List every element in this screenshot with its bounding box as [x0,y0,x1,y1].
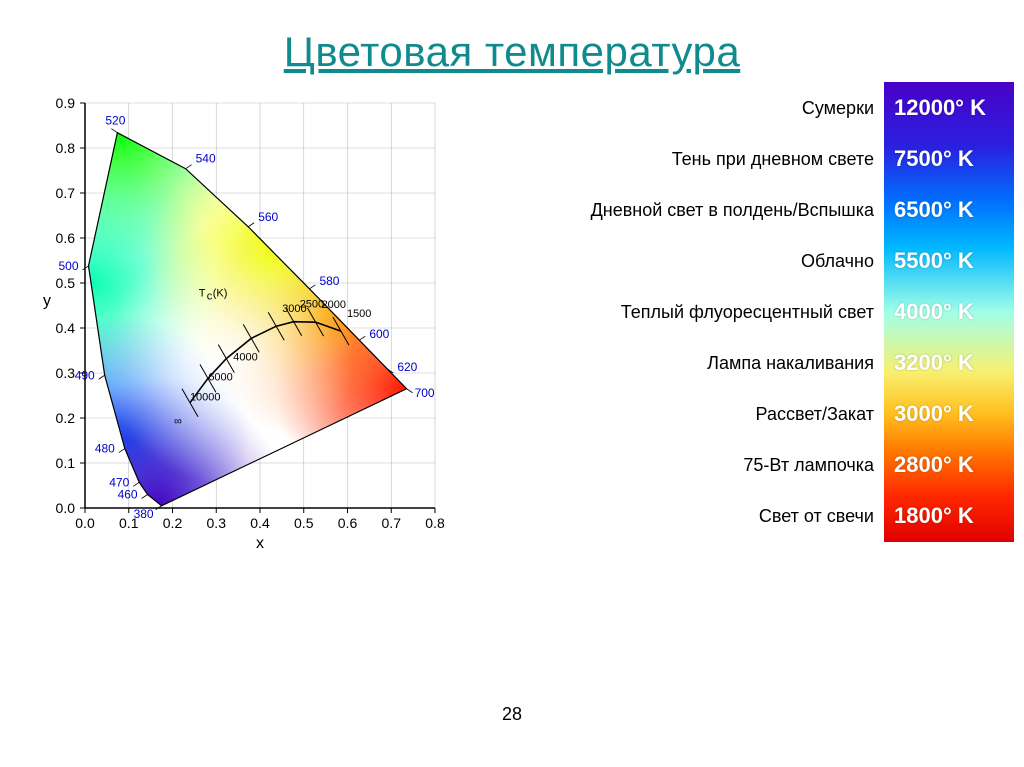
cie-chromaticity-diagram: 3804604704804905005205405605806006207001… [30,88,460,558]
kelvin-value: 3200° K [884,343,1014,383]
svg-text:0.1: 0.1 [119,515,139,531]
temp-label-row: Сумерки [591,88,874,128]
svg-text:0.8: 0.8 [425,515,445,531]
svg-text:0.0: 0.0 [75,515,95,531]
content-row: 3804604704804905005205405605806006207001… [0,88,1024,558]
svg-text:620: 620 [397,360,417,374]
svg-text:0.1: 0.1 [56,455,76,471]
page-number: 28 [0,704,1024,725]
svg-text:2000: 2000 [322,299,346,311]
svg-text:0.6: 0.6 [338,515,358,531]
svg-text:6000: 6000 [208,372,232,384]
svg-text:560: 560 [258,210,278,224]
svg-text:470: 470 [109,475,129,489]
svg-text:520: 520 [105,114,125,128]
svg-text:0.0: 0.0 [56,500,76,516]
kelvin-value: 12000° K [884,88,1014,128]
page-title: Цветовая температура [0,0,1024,88]
svg-text:0.9: 0.9 [56,95,76,111]
temp-label-row: Облачно [591,241,874,281]
svg-text:0.2: 0.2 [163,515,183,531]
svg-text:0.7: 0.7 [382,515,402,531]
svg-text:0.4: 0.4 [56,320,76,336]
kelvin-value: 4000° K [884,292,1014,332]
svg-text:480: 480 [95,442,115,456]
svg-text:580: 580 [319,274,339,288]
temperature-labels-column: Сумерки Тень при дневном свете Дневной све… [591,82,884,542]
svg-text:y: y [43,293,51,310]
kelvin-values-overlay: 12000° K 7500° K 6500° K 5500° K 4000° K 3200… [884,82,1014,542]
kelvin-value: 7500° K [884,139,1014,179]
svg-text:0.2: 0.2 [56,410,76,426]
svg-text:0.5: 0.5 [56,275,76,291]
color-temperature-scale: Сумерки Тень при дневном свете Дневной све… [591,82,1014,558]
svg-text:(K): (K) [213,288,228,300]
svg-text:10000: 10000 [190,391,221,403]
svg-text:0.4: 0.4 [250,515,270,531]
temp-label-row: Дневной свет в полдень/Вспышка [591,190,874,230]
svg-text:∞: ∞ [174,416,182,428]
svg-text:T: T [199,288,206,300]
svg-text:0.3: 0.3 [56,365,76,381]
kelvin-value: 6500° K [884,190,1014,230]
svg-text:460: 460 [118,488,138,502]
svg-text:1500: 1500 [347,308,371,320]
svg-text:700: 700 [415,386,435,400]
svg-text:600: 600 [369,327,389,341]
svg-text:x: x [256,535,264,552]
svg-text:0.6: 0.6 [56,230,76,246]
svg-text:540: 540 [196,152,216,166]
kelvin-value: 3000° K [884,394,1014,434]
svg-text:0.3: 0.3 [207,515,227,531]
temp-label-row: Теплый флуоресцентный свет [591,292,874,332]
temperature-kelvin-bar: 12000° K 7500° K 6500° K 5500° K 4000° K 3200… [884,82,1014,542]
temp-label-row: Лампа накаливания [591,343,874,383]
kelvin-value: 2800° K [884,445,1014,485]
svg-text:0.7: 0.7 [56,185,76,201]
temp-label-row: 75-Вт лампочка [591,445,874,485]
temp-label-row: Тень при дневном свете [591,139,874,179]
kelvin-value: 5500° K [884,241,1014,281]
svg-text:4000: 4000 [233,351,257,363]
temp-label-row: Рассвет/Закат [591,394,874,434]
temp-label-row: Свет от свечи [591,496,874,536]
svg-text:3000: 3000 [282,303,306,315]
svg-text:0.8: 0.8 [56,140,76,156]
svg-text:500: 500 [59,259,79,273]
svg-text:0.5: 0.5 [294,515,314,531]
kelvin-value: 1800° K [884,496,1014,536]
